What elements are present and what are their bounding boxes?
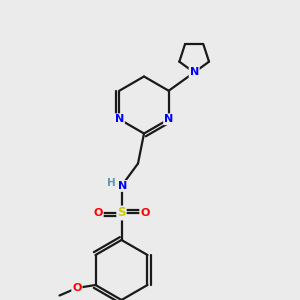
Text: O: O [93,208,103,218]
Text: S: S [117,206,126,220]
Text: O: O [140,208,150,218]
Text: H: H [106,178,116,188]
Text: N: N [164,114,173,124]
Text: N: N [190,68,199,77]
Text: N: N [115,114,124,124]
Text: O: O [72,283,82,293]
Text: N: N [118,181,127,191]
